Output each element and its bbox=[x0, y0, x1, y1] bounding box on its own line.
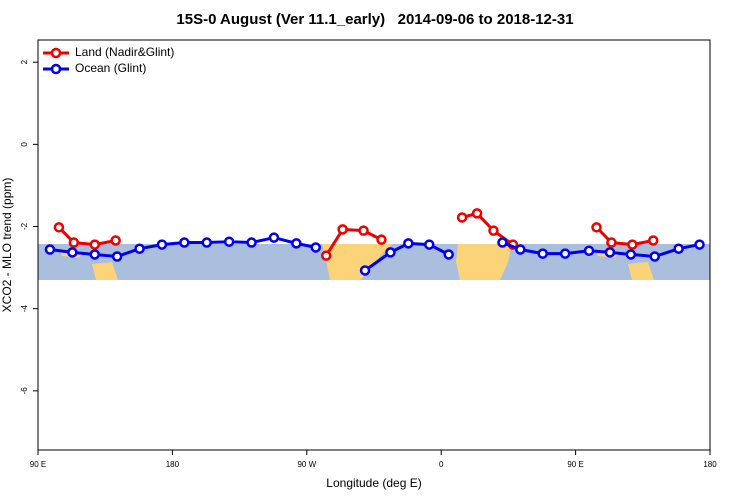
data-point bbox=[337, 224, 348, 235]
data-point bbox=[358, 225, 369, 236]
data-point bbox=[134, 243, 145, 254]
x-tick-label: 90 E bbox=[30, 460, 46, 469]
data-point bbox=[179, 237, 190, 248]
y-tick-label: 2 bbox=[20, 59, 29, 64]
x-tick-label: 90 W bbox=[297, 460, 316, 469]
data-point bbox=[471, 208, 483, 219]
data-point bbox=[44, 244, 56, 255]
data-point bbox=[53, 222, 65, 233]
data-point bbox=[515, 244, 526, 255]
data-point bbox=[627, 239, 638, 250]
data-point bbox=[111, 251, 123, 262]
y-tick-label: -2 bbox=[20, 222, 29, 230]
data-point bbox=[246, 237, 257, 248]
data-point bbox=[89, 249, 100, 260]
data-point bbox=[320, 250, 332, 261]
data-point bbox=[403, 238, 414, 249]
data-point bbox=[604, 247, 616, 258]
legend-label: Ocean (Glint) bbox=[75, 61, 146, 75]
data-point bbox=[424, 239, 435, 250]
legend-label: Land (Nadir&Glint) bbox=[75, 45, 174, 59]
data-point bbox=[376, 234, 387, 245]
data-point bbox=[694, 239, 705, 250]
x-tick-label: 0 bbox=[439, 460, 444, 469]
data-point bbox=[443, 249, 454, 260]
chart-title: 15S-0 August (Ver 11.1_early) 2014-09-06… bbox=[176, 11, 573, 28]
land-shape bbox=[456, 244, 512, 280]
land-shape bbox=[322, 244, 392, 280]
data-point bbox=[583, 245, 595, 257]
y-tick-label: 0 bbox=[20, 142, 29, 147]
data-point bbox=[497, 237, 508, 248]
y-tick-label: -4 bbox=[20, 305, 29, 313]
x-tick-label: 180 bbox=[166, 460, 180, 469]
x-tick-label: 180 bbox=[703, 460, 717, 469]
data-point bbox=[673, 243, 684, 254]
series-line bbox=[57, 211, 654, 257]
land-shape bbox=[628, 262, 654, 280]
data-point bbox=[648, 235, 659, 246]
data-point bbox=[268, 232, 280, 243]
y-axis-label: XCO2 - MLO trend (ppm) bbox=[0, 178, 14, 313]
data-point bbox=[310, 242, 322, 253]
data-point bbox=[110, 235, 121, 246]
data-point bbox=[67, 247, 78, 258]
legend-marker bbox=[50, 47, 62, 59]
data-point bbox=[68, 237, 80, 248]
data-point bbox=[559, 248, 571, 259]
plot-frame bbox=[37, 39, 711, 451]
data-point bbox=[89, 239, 100, 250]
legend-marker bbox=[50, 63, 62, 75]
data-point bbox=[537, 248, 548, 259]
data-point bbox=[201, 237, 212, 248]
data-point bbox=[223, 236, 235, 247]
x-axis-label: Longitude (deg E) bbox=[326, 476, 421, 490]
y-tick-label: -6 bbox=[20, 387, 29, 395]
data-point bbox=[359, 265, 371, 276]
data-point bbox=[606, 237, 617, 248]
land-shape bbox=[92, 262, 118, 280]
data-point bbox=[385, 247, 396, 258]
data-point bbox=[291, 238, 302, 249]
data-point bbox=[456, 212, 468, 223]
data-point bbox=[625, 249, 637, 260]
data-point bbox=[649, 251, 660, 262]
data-point bbox=[156, 239, 168, 250]
data-point bbox=[488, 225, 499, 236]
x-tick-label: 90 E bbox=[567, 460, 583, 469]
data-point bbox=[591, 222, 602, 233]
